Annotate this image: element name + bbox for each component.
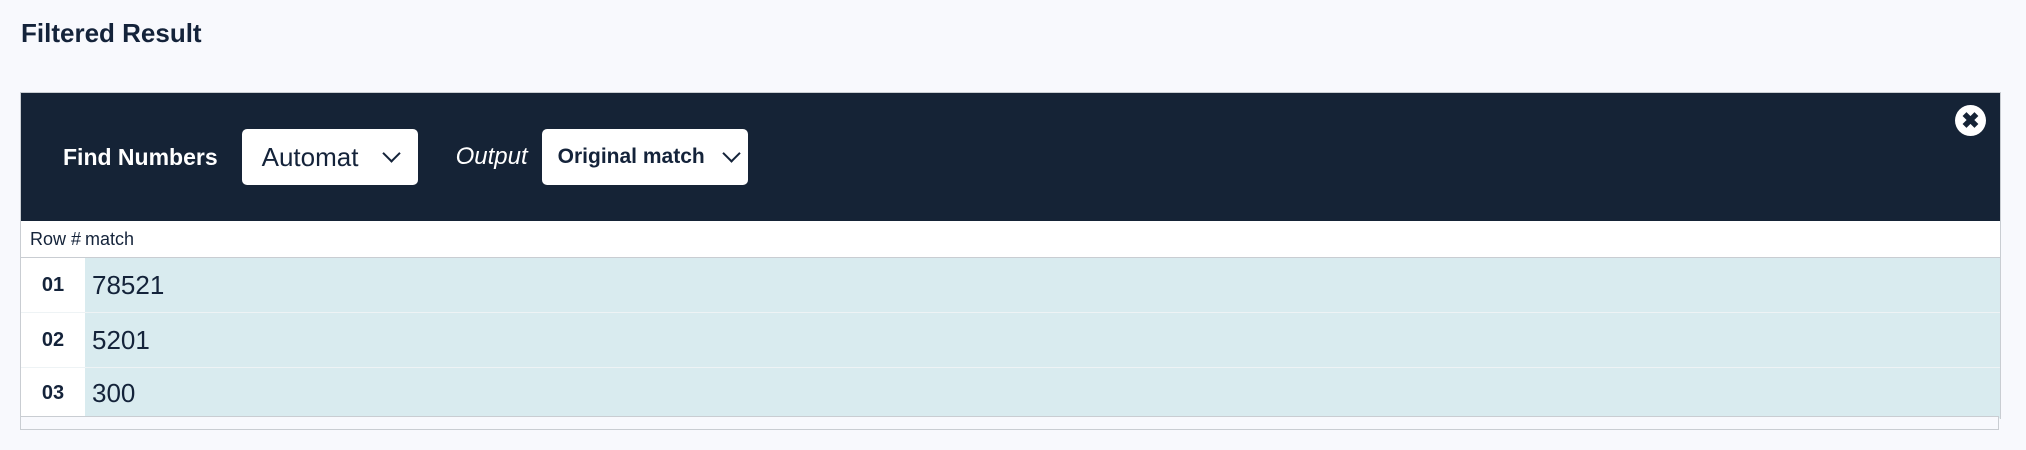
mode-value: Automat: [261, 141, 359, 172]
column-header-match: match: [85, 228, 135, 249]
close-icon[interactable]: ✖: [1955, 105, 1986, 136]
find-numbers-label: Find Numbers: [63, 143, 218, 170]
table-header: Row # match: [21, 221, 2000, 258]
table-row: 01 78521: [21, 258, 2000, 313]
output-select[interactable]: Original match: [541, 129, 748, 185]
chevron-down-icon: [721, 143, 741, 163]
output-label: Output: [455, 143, 528, 170]
row-number: 03: [21, 368, 85, 418]
column-header-row-number: Row #: [30, 228, 82, 249]
match-value: 78521: [85, 258, 2000, 312]
horizontal-scrollbar[interactable]: [20, 416, 1999, 430]
mode-select[interactable]: Automat: [241, 129, 418, 185]
row-number: 02: [21, 313, 85, 367]
row-number: 01: [21, 258, 85, 312]
output-value: Original match: [557, 145, 705, 168]
page-title: Filtered Result: [21, 18, 202, 48]
chevron-down-icon: [381, 143, 401, 163]
result-panel: Find Numbers Automat Output Original mat…: [20, 92, 2001, 419]
match-value: 300: [85, 368, 2000, 418]
table-row: 03 300: [21, 368, 2000, 419]
match-value: 5201: [85, 313, 2000, 367]
toolbar: Find Numbers Automat Output Original mat…: [21, 93, 2000, 221]
table-row: 02 5201: [21, 313, 2000, 368]
